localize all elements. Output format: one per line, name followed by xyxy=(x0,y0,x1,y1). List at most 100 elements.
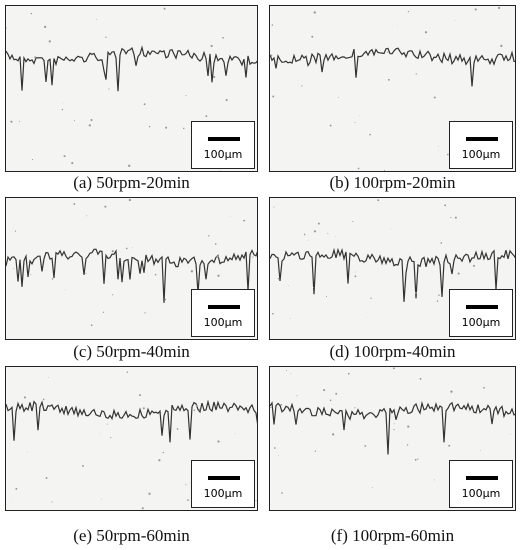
scale-bar xyxy=(208,476,240,480)
profile-image xyxy=(6,198,257,335)
speck xyxy=(6,27,7,29)
profile-image xyxy=(270,367,515,497)
speck xyxy=(189,482,191,484)
speck xyxy=(164,298,167,301)
speck xyxy=(143,103,146,106)
speck xyxy=(414,458,417,461)
speck xyxy=(338,96,340,98)
speck xyxy=(440,242,443,244)
speck xyxy=(148,125,151,128)
speck xyxy=(474,8,477,11)
scale-label: 100μm xyxy=(461,148,501,161)
speck xyxy=(296,395,298,397)
speck xyxy=(354,407,356,409)
scale-label: 100μm xyxy=(203,487,243,500)
speck xyxy=(377,199,380,202)
speck xyxy=(43,25,47,29)
speck xyxy=(303,233,306,236)
scale-bar xyxy=(466,476,498,480)
speck xyxy=(252,256,254,258)
speck xyxy=(148,492,151,495)
speck xyxy=(271,24,274,26)
speck xyxy=(165,126,168,129)
speck xyxy=(387,78,390,81)
speck xyxy=(352,220,354,223)
speck xyxy=(75,412,77,414)
speck xyxy=(277,455,279,456)
speck xyxy=(190,270,194,273)
speck xyxy=(105,36,107,39)
speck xyxy=(500,44,503,48)
caption: (f) 100rpm-60min xyxy=(330,526,455,545)
speck xyxy=(255,500,257,502)
speck xyxy=(273,206,275,208)
scale-bar xyxy=(466,305,498,309)
speck xyxy=(450,217,452,219)
speck xyxy=(144,312,146,314)
speck xyxy=(48,40,51,43)
micrograph: 100μm xyxy=(269,5,516,172)
speck xyxy=(281,492,283,494)
speck xyxy=(90,118,93,122)
speck xyxy=(384,169,386,171)
speck xyxy=(176,428,179,430)
caption: (a) 50rpm-20min xyxy=(73,173,190,192)
scale-label: 100μm xyxy=(203,148,243,161)
speck xyxy=(245,220,246,222)
speck xyxy=(370,297,372,299)
speck xyxy=(480,450,481,451)
speck xyxy=(99,433,100,435)
speck xyxy=(195,404,198,407)
speck xyxy=(497,6,501,10)
speck xyxy=(110,437,112,439)
speck xyxy=(354,271,356,273)
speck xyxy=(483,386,485,389)
speck xyxy=(73,120,75,122)
speck xyxy=(213,75,216,79)
speck xyxy=(18,120,20,122)
speck xyxy=(397,25,398,27)
speck xyxy=(47,376,49,378)
speck xyxy=(208,235,210,237)
speck xyxy=(30,274,32,276)
speck xyxy=(457,272,460,275)
surface-profile xyxy=(270,247,515,302)
speck xyxy=(313,287,315,289)
speck xyxy=(141,507,144,510)
speck xyxy=(51,501,53,503)
speck xyxy=(63,155,66,158)
speck xyxy=(447,153,449,156)
speck xyxy=(13,268,15,270)
speck xyxy=(433,96,436,99)
speck xyxy=(272,95,275,98)
speck xyxy=(10,120,13,123)
speck xyxy=(61,108,64,111)
speck xyxy=(313,230,317,233)
speck xyxy=(15,487,18,490)
speck xyxy=(400,410,402,412)
speck xyxy=(14,230,17,232)
speck xyxy=(329,399,332,402)
speck xyxy=(369,133,371,136)
surface-profile xyxy=(270,400,515,455)
speck xyxy=(301,85,303,87)
speck xyxy=(415,73,417,75)
speck xyxy=(125,247,128,250)
speck xyxy=(510,433,511,435)
speck xyxy=(414,291,417,294)
speck xyxy=(193,409,196,412)
speck xyxy=(270,406,272,408)
speck xyxy=(225,99,228,102)
speck xyxy=(230,215,231,217)
speck xyxy=(438,294,440,296)
speck xyxy=(347,372,350,375)
speck xyxy=(289,318,291,319)
scale-label: 100μm xyxy=(461,487,501,500)
micrograph: 100μm xyxy=(5,366,258,511)
scale-bar xyxy=(208,305,240,309)
speck xyxy=(31,158,34,161)
profile-image xyxy=(6,371,257,510)
speck xyxy=(358,114,360,116)
speck xyxy=(331,433,335,436)
